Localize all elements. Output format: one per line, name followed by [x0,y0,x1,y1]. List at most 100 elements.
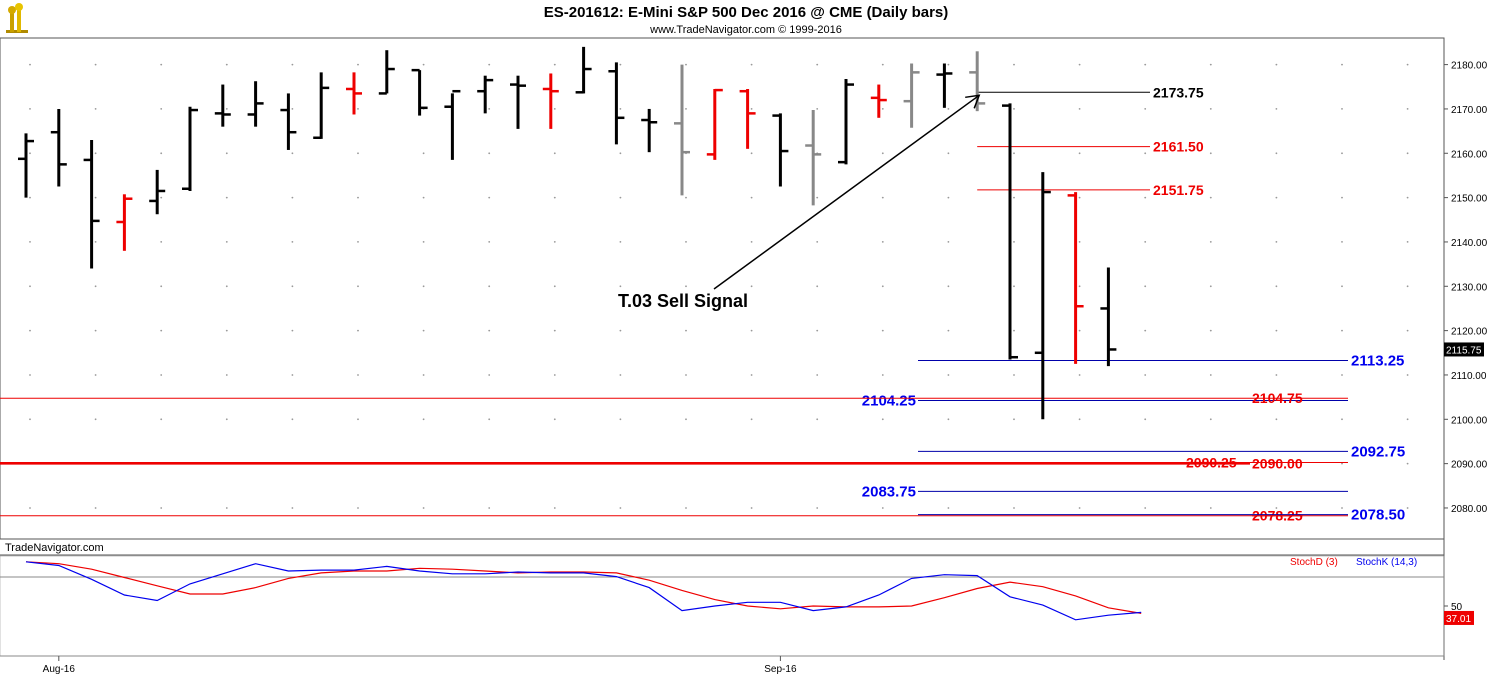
grid-dot [1275,418,1278,421]
stoch-tick-label: 50 [1451,602,1463,613]
grid-dot [947,63,950,66]
stoch-k-line [25,561,1142,621]
grid-dot [1013,285,1015,288]
grid-dot [553,63,556,66]
ohlc-bar [378,50,395,95]
grid-dot [947,374,950,376]
grid-dot [685,196,687,199]
ohlc-bar [870,84,887,118]
grid-dot [685,108,687,110]
grid-dot [225,418,228,421]
grid-dot [291,241,294,243]
grid-dot [94,152,97,155]
grid-dot [619,285,622,288]
grid-dot [619,329,622,332]
grid-dot [29,418,31,421]
grid-dot [881,152,884,155]
grid-dot [357,507,359,509]
grid-dot [685,418,687,421]
grid-dot [1275,329,1278,332]
ohlc-bar [444,89,461,160]
grid-dot [160,196,163,199]
grid-dot [1275,196,1278,199]
grid-dot [816,418,819,421]
grid-dot [1209,108,1212,110]
grid-dot [1078,196,1081,199]
grid-dot [29,329,31,332]
grid-dot [619,418,622,421]
grid-dot [488,196,491,199]
grid-dots [29,63,1409,509]
grid-dot [422,285,425,288]
ohlc-bar [542,73,559,129]
grid-dot [291,63,294,66]
level-label: 2104.25 [862,392,916,409]
grid-dot [1406,285,1409,288]
grid-dot [29,63,31,66]
grid-dot [422,196,425,199]
price-tick-label: 2110.00 [1451,371,1487,382]
ohlc-bar [83,139,100,269]
grid-dot [553,507,556,509]
grid-dot [1341,418,1343,421]
ohlc-bar [50,108,67,187]
grid-dot [1078,418,1081,421]
ohlc-bar [772,113,789,187]
grid-dot [881,241,884,243]
grid-dot [750,285,753,288]
level-label: 2151.75 [1153,182,1204,198]
grid-dot [1144,507,1147,509]
price-tick-label: 2090.00 [1451,460,1488,471]
grid-dot [160,285,163,288]
ohlc-bar [1002,103,1018,360]
grid-dot [160,63,163,66]
sell-signal-label: T.03 Sell Signal [618,291,748,311]
grid-dot [947,418,950,421]
grid-dot [488,507,491,509]
grid-dot [1013,108,1015,110]
grid-dot [29,374,31,376]
grid-dot [685,285,687,288]
grid-dot [947,285,950,288]
grid-dot [1341,196,1343,199]
grid-dot [291,152,294,155]
grid-dot [488,329,491,332]
grid-dot [947,241,950,243]
grid-dot [1341,329,1343,332]
ohlc-bar [149,169,166,215]
stochastic-panel [0,555,1445,657]
grid-dot [94,329,97,332]
grid-dot [1144,374,1147,376]
grid-dot [1013,374,1015,376]
grid-dot [1013,196,1015,199]
level-label: 2090.00 [1252,456,1303,472]
watermark: TradeNavigator.com [5,542,104,554]
date-tick-label: Aug-16 [43,664,76,675]
grid-dot [553,374,556,376]
grid-dot [422,418,425,421]
grid-dot [1078,63,1081,66]
grid-dot [29,152,31,155]
grid-dot [816,196,819,199]
stoch-last-label: 37.01 [1446,614,1471,625]
grid-dot [881,329,884,332]
grid-dot [291,507,294,509]
date-tick-label: Sep-16 [764,664,797,675]
grid-dot [160,507,163,509]
grid-dot [1275,507,1278,509]
grid-dot [488,152,491,155]
grid-dot [357,285,359,288]
level-label: 2083.75 [862,483,916,500]
grid-dot [1341,507,1343,509]
grid-dot [225,374,228,376]
grid-dot [1078,285,1081,288]
grid-dot [553,108,556,110]
logo-icon [6,3,28,33]
stoch-last-box [1444,610,1474,625]
price-tick-label: 2140.00 [1451,238,1488,249]
grid-dot [1209,418,1212,421]
grid-dot [1013,241,1015,243]
grid-dot [160,152,163,155]
